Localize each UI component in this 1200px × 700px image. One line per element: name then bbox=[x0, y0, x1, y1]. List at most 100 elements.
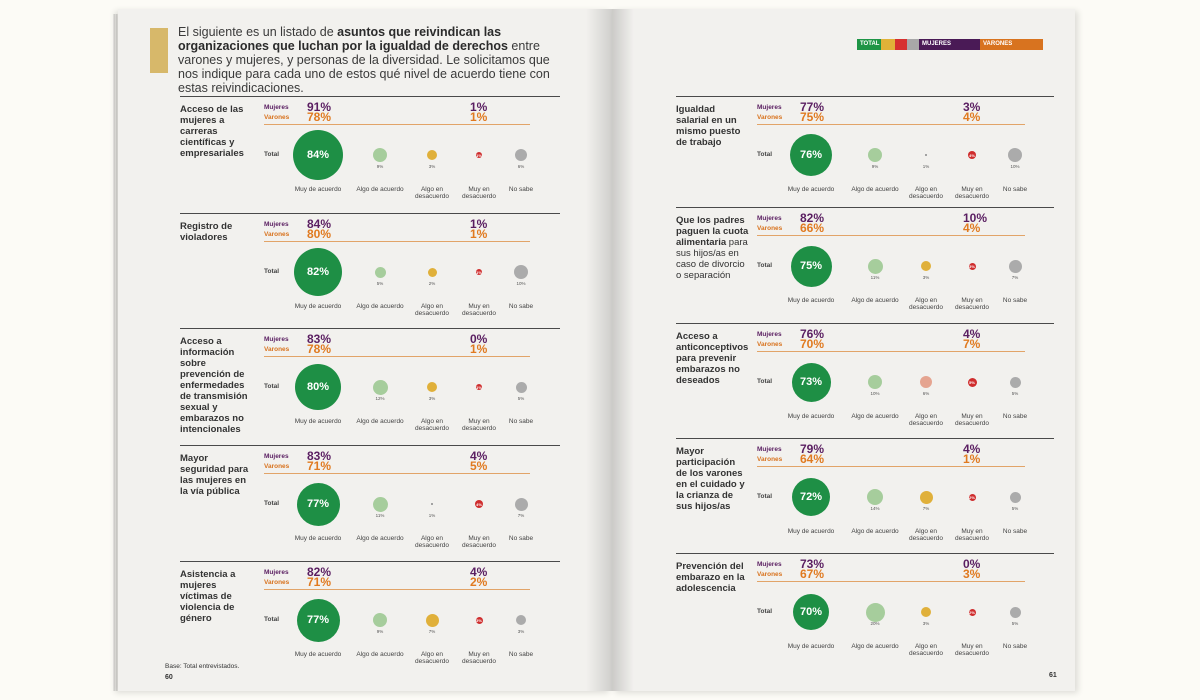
item-right-4-bubble-muy-acuerdo: 72% bbox=[792, 478, 830, 516]
item-left-4-muy-desacuerdo-value: 4% bbox=[476, 501, 482, 507]
item-right-1-label-total: Total bbox=[757, 151, 773, 158]
item-left-4-label-total: Total bbox=[264, 500, 280, 507]
item-left-4-cat-muy-acuerdo: Muy de acuerdo bbox=[294, 535, 342, 542]
item-left-4-no-sabe-value: 7% bbox=[517, 513, 525, 518]
item-left-5-cat-muy-desacuerdo: Muy en desacuerdo bbox=[462, 651, 496, 665]
item-right-4-muy-desacuerdo-value: 2% bbox=[969, 494, 975, 500]
item-right-2-cat-muy-desacuerdo: Muy en desacuerdo bbox=[955, 297, 989, 311]
item-left-2-label-mujeres: Mujeres bbox=[264, 221, 289, 228]
item-right-2-label-total: Total bbox=[757, 262, 773, 269]
item-left-3-cat-muy-desacuerdo: Muy en desacuerdo bbox=[462, 418, 496, 432]
item-right-3-algo-desacuerdo-bubble bbox=[920, 376, 932, 388]
item-right-4-algo-desacuerdo-bubble bbox=[919, 490, 933, 504]
legend-mujeres: MUJERES bbox=[919, 39, 980, 50]
item-right-4-varones-desacuerdo: 1% bbox=[963, 452, 981, 466]
item-right-2-label-varones: Varones bbox=[757, 225, 783, 232]
item-left-2-label-varones: Varones bbox=[264, 231, 290, 238]
item-left-3-algo-desacuerdo-bubble bbox=[427, 382, 437, 392]
item-right-2-cat-no-sabe: No sabe bbox=[1002, 297, 1028, 304]
item-left-3-subrule bbox=[264, 356, 530, 357]
item-right-2-algo-desacuerdo-bubble bbox=[921, 261, 931, 271]
item-left-4-label-varones: Varones bbox=[264, 463, 290, 470]
item-right-5-varones-desacuerdo: 3% bbox=[963, 567, 981, 581]
item-left-2-mujeres-desacuerdo: 1% bbox=[470, 217, 488, 231]
item-left-1-algo-desacuerdo-bubble bbox=[427, 150, 437, 160]
item-right-3-muy-desacuerdo-value: 5% bbox=[969, 379, 975, 385]
item-right-2-label-mujeres: Mujeres bbox=[757, 215, 782, 222]
item-right-1-cat-no-sabe: No sabe bbox=[1002, 186, 1028, 193]
item-left-2-cat-algo-desacuerdo: Algo en desacuerdo bbox=[415, 303, 449, 317]
item-left-3-rule bbox=[180, 328, 560, 329]
item-left-3-varones-acuerdo: 78% bbox=[307, 342, 332, 356]
item-left-4-mujeres-desacuerdo: 4% bbox=[470, 449, 488, 463]
item-left-3-label-varones: Varones bbox=[264, 346, 290, 353]
item-left-3-title: Acceso a información sobre prevención de… bbox=[180, 336, 248, 435]
item-right-2-algo-acuerdo-bubble bbox=[867, 258, 883, 274]
item-left-2-cat-algo-acuerdo: Algo de acuerdo bbox=[356, 303, 404, 310]
item-right-2-title: Que los padres paguen la cuota alimentar… bbox=[676, 215, 752, 281]
item-left-3-label-total: Total bbox=[264, 383, 280, 390]
item-right-5-title: Prevención del embarazo en la adolescenc… bbox=[676, 561, 745, 594]
item-right-3-algo-acuerdo-bubble bbox=[868, 375, 882, 389]
item-left-5-algo-desacuerdo-bubble bbox=[425, 613, 439, 627]
item-right-1-subrule bbox=[757, 124, 1025, 125]
item-left-5-label-mujeres: Mujeres bbox=[264, 569, 289, 576]
item-left-3-varones-desacuerdo: 1% bbox=[470, 342, 488, 356]
item-right-1-cat-algo-desacuerdo: Algo en desacuerdo bbox=[909, 186, 943, 200]
item-left-3-algo-acuerdo-value: 12% bbox=[375, 396, 385, 401]
item-right-5-subrule bbox=[757, 581, 1025, 582]
item-right-4-algo-acuerdo-value: 14% bbox=[870, 506, 880, 511]
item-left-3-muy-desacuerdo-value: 1% bbox=[476, 384, 482, 390]
item-left-2-total-value: 82% bbox=[306, 266, 330, 278]
item-right-3-rule bbox=[676, 323, 1054, 324]
item-left-3-total-value: 80% bbox=[306, 381, 330, 393]
item-left-4-cat-algo-desacuerdo: Algo en desacuerdo bbox=[415, 535, 449, 549]
item-right-1-label-mujeres: Mujeres bbox=[757, 104, 782, 111]
item-left-4-muy-desacuerdo-bubble: 4% bbox=[475, 500, 483, 508]
item-left-1-no-sabe-bubble bbox=[515, 149, 527, 161]
item-right-5-total-value: 70% bbox=[799, 606, 823, 618]
item-left-2-rule bbox=[180, 213, 560, 214]
item-left-2-subrule bbox=[264, 241, 530, 242]
item-right-1-total-value: 76% bbox=[799, 149, 823, 161]
item-left-5-cat-no-sabe: No sabe bbox=[508, 651, 534, 658]
item-left-4-algo-desacuerdo-value: 1% bbox=[428, 513, 436, 518]
item-left-5-no-sabe-bubble bbox=[516, 615, 526, 625]
item-left-1-cat-algo-acuerdo: Algo de acuerdo bbox=[356, 186, 404, 193]
item-left-4-varones-desacuerdo: 5% bbox=[470, 459, 488, 473]
item-right-4-algo-desacuerdo-value: 7% bbox=[922, 506, 930, 511]
item-left-5-rule bbox=[180, 561, 560, 562]
item-left-2-bubble-muy-acuerdo: 82% bbox=[294, 248, 342, 296]
item-left-2-title: Registro de violadores bbox=[180, 221, 233, 243]
item-right-5-cat-algo-acuerdo: Algo de acuerdo bbox=[851, 643, 899, 650]
item-right-5-cat-muy-acuerdo: Muy de acuerdo bbox=[787, 643, 835, 650]
item-right-2-title-rest: para sus hijos/as en caso de divorcio o … bbox=[676, 237, 748, 281]
item-right-2-no-sabe-bubble bbox=[1008, 259, 1022, 273]
item-right-1-bubble-muy-acuerdo: 76% bbox=[790, 134, 832, 176]
item-right-3-subrule bbox=[757, 351, 1025, 352]
item-left-1-cat-muy-desacuerdo: Muy en desacuerdo bbox=[462, 186, 496, 200]
item-left-4-varones-acuerdo: 71% bbox=[307, 459, 332, 473]
page-edges bbox=[113, 14, 119, 691]
item-right-3-cat-algo-acuerdo: Algo de acuerdo bbox=[851, 413, 899, 420]
item-right-2-rule bbox=[676, 207, 1054, 208]
item-right-1-rule bbox=[676, 96, 1054, 97]
item-right-1-title: Igualdad salarial en un mismo puesto de … bbox=[676, 104, 741, 148]
item-right-4-cat-algo-acuerdo: Algo de acuerdo bbox=[851, 528, 899, 535]
item-right-5-cat-algo-desacuerdo: Algo en desacuerdo bbox=[909, 643, 943, 657]
item-right-5-algo-acuerdo-value: 20% bbox=[870, 621, 880, 626]
page-number-left: 60 bbox=[165, 674, 173, 681]
item-right-4-subrule bbox=[757, 466, 1025, 467]
item-left-4-algo-acuerdo-bubble bbox=[372, 496, 388, 512]
item-right-5-algo-desacuerdo-value: 3% bbox=[922, 621, 930, 626]
item-left-2-cat-muy-acuerdo: Muy de acuerdo bbox=[294, 303, 342, 310]
item-left-4-bubble-muy-acuerdo: 77% bbox=[296, 482, 340, 526]
item-left-5-mujeres-acuerdo: 82% bbox=[307, 565, 332, 579]
item-right-4-cat-muy-acuerdo: Muy de acuerdo bbox=[787, 528, 835, 535]
item-left-5-subrule bbox=[264, 589, 530, 590]
item-left-3-label-mujeres: Mujeres bbox=[264, 336, 289, 343]
item-left-1-mujeres-desacuerdo: 1% bbox=[470, 100, 488, 114]
legend-swatch-muy-desacuerdo bbox=[895, 39, 907, 50]
item-right-4-label-mujeres: Mujeres bbox=[757, 446, 782, 453]
